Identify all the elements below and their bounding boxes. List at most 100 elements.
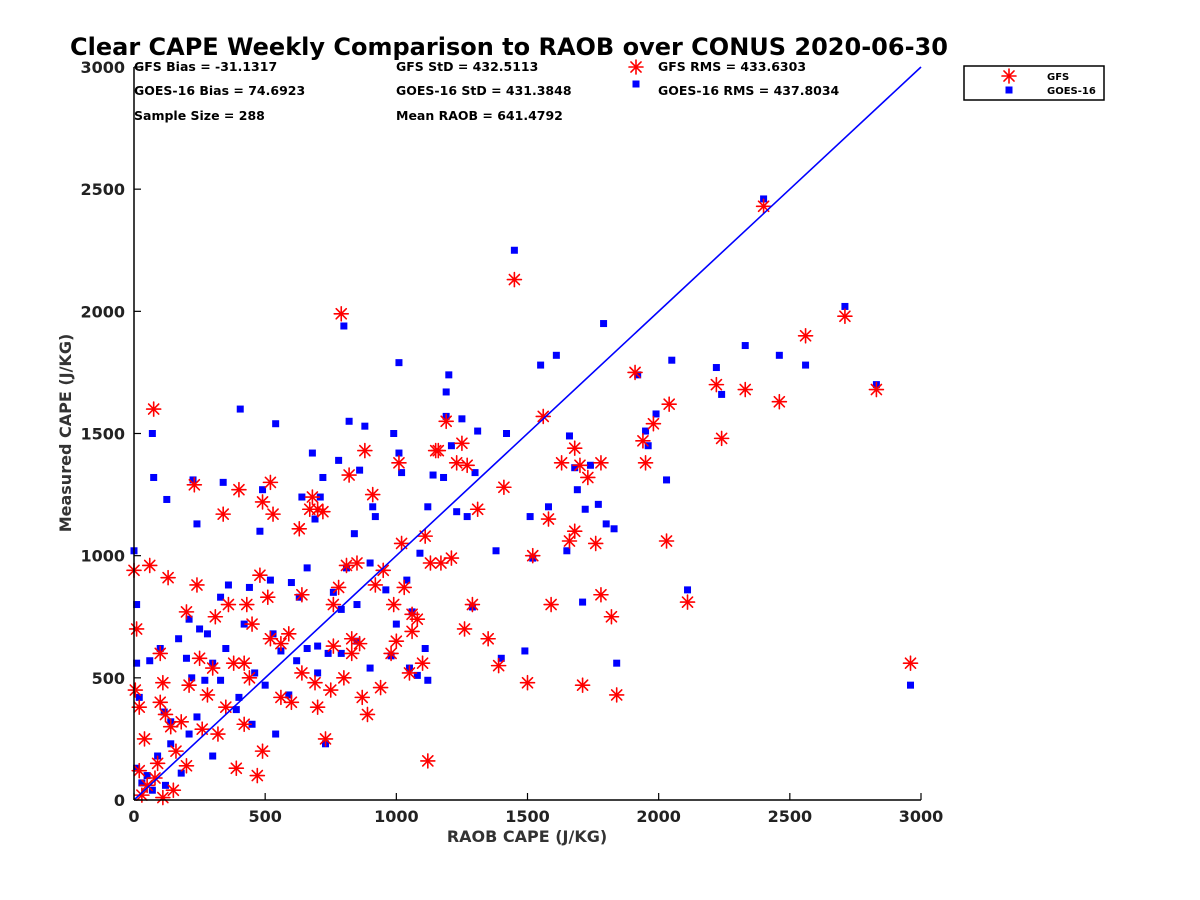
goes16-point bbox=[613, 659, 621, 667]
gfs-point bbox=[404, 623, 420, 640]
goes16-point bbox=[185, 730, 193, 738]
gfs-point bbox=[593, 455, 609, 471]
goes16-point bbox=[340, 322, 348, 330]
goes16-point bbox=[371, 513, 379, 521]
goes16-point bbox=[316, 493, 324, 501]
gfs-point bbox=[480, 630, 496, 647]
goes16-point bbox=[240, 620, 248, 628]
gfs-point bbox=[231, 481, 247, 498]
y-tick-label: 1500 bbox=[80, 425, 125, 444]
gfs-point bbox=[273, 635, 289, 652]
legend: GFS GOES-16 bbox=[963, 65, 1105, 101]
goes16-point bbox=[369, 503, 377, 511]
gfs-point bbox=[304, 489, 321, 505]
goes16-point bbox=[353, 601, 361, 609]
goes16-point bbox=[492, 547, 500, 555]
gfs-point bbox=[737, 381, 754, 398]
gfs-point bbox=[343, 630, 360, 647]
goes16-point bbox=[544, 503, 552, 511]
goes16-point bbox=[298, 493, 306, 501]
gfs-point bbox=[145, 401, 162, 417]
goes16-point bbox=[163, 495, 171, 503]
gfs-point bbox=[574, 677, 591, 693]
gfs-point bbox=[357, 442, 373, 459]
gfs-point bbox=[309, 699, 326, 715]
goes16-point bbox=[311, 515, 319, 523]
goes16-point bbox=[366, 664, 374, 672]
gfs-point bbox=[713, 430, 730, 447]
gfs-point bbox=[367, 577, 384, 593]
goes16-point bbox=[224, 581, 232, 589]
goes16-point bbox=[259, 486, 267, 494]
gfs-point bbox=[837, 308, 853, 325]
gfs-point bbox=[587, 535, 604, 552]
goes16-point bbox=[209, 752, 217, 760]
gfs-point bbox=[635, 433, 651, 449]
goes16-point bbox=[188, 674, 196, 682]
stat-text: GOES-16 Bias = 74.6923 bbox=[134, 83, 305, 98]
goes16-point bbox=[269, 630, 277, 638]
goes16-point bbox=[497, 654, 505, 662]
goes16-point bbox=[236, 405, 244, 413]
goes16-point bbox=[392, 620, 400, 628]
goes16-point bbox=[143, 772, 151, 780]
gfs-point bbox=[291, 520, 308, 537]
goes16-point bbox=[573, 486, 581, 494]
goes16-point bbox=[424, 676, 432, 684]
gfs-point bbox=[207, 608, 224, 625]
gfs-point bbox=[438, 413, 454, 430]
gfs-point bbox=[404, 606, 420, 623]
goes16-point bbox=[133, 601, 141, 609]
gfs-point bbox=[168, 743, 184, 759]
gfs-point bbox=[420, 753, 436, 769]
goes16-point bbox=[148, 430, 156, 437]
gfs-point bbox=[391, 455, 407, 471]
x-tick-label: 3000 bbox=[899, 807, 944, 826]
goes16-point bbox=[802, 361, 810, 369]
goes16-point bbox=[463, 513, 471, 521]
gfs-point bbox=[393, 535, 410, 552]
gfs-point bbox=[325, 638, 342, 654]
gfs-point bbox=[454, 435, 470, 452]
gfs-point bbox=[155, 674, 171, 691]
gfs-point bbox=[325, 596, 342, 613]
gfs-point bbox=[294, 586, 310, 603]
legend-gfs-marker bbox=[1001, 68, 1017, 84]
goes16-point bbox=[565, 432, 573, 440]
goes16-point bbox=[775, 351, 783, 359]
x-axis-label: RAOB CAPE (J/KG) bbox=[447, 827, 607, 846]
goes16-point bbox=[395, 359, 403, 367]
gfs-point bbox=[249, 767, 266, 784]
gfs-point bbox=[868, 381, 885, 398]
goes16-point bbox=[382, 586, 390, 594]
goes16-point bbox=[324, 649, 332, 657]
goes16-point bbox=[356, 466, 364, 474]
goes16-point bbox=[285, 691, 293, 699]
goes16-point bbox=[602, 520, 610, 528]
gfs-point bbox=[771, 393, 788, 410]
gfs-point bbox=[364, 486, 381, 503]
goes16-point bbox=[222, 645, 230, 653]
stat-gfs-marker bbox=[628, 59, 644, 75]
stats-block: GFS Bias = -31.1317 GFS StD = 432.5113 GFS… bbox=[134, 59, 840, 123]
gfs-point bbox=[236, 716, 252, 733]
goes16-point bbox=[552, 351, 560, 359]
goes16-point bbox=[366, 559, 374, 567]
goes16-point bbox=[413, 671, 421, 679]
gfs-point bbox=[301, 501, 318, 518]
stat-text: GOES-16 RMS = 437.8034 bbox=[658, 83, 840, 98]
gfs-point bbox=[354, 689, 371, 706]
gfs-point bbox=[645, 415, 662, 432]
stat-text: GFS StD = 432.5113 bbox=[396, 59, 538, 74]
gfs-point bbox=[178, 757, 195, 774]
gfs-point bbox=[572, 457, 588, 474]
gfs-point bbox=[194, 721, 211, 737]
legend-goes16-label: GOES-16 bbox=[1047, 86, 1096, 97]
gfs-point bbox=[322, 682, 339, 698]
goes16-point bbox=[571, 464, 579, 472]
goes16-point bbox=[453, 508, 461, 516]
goes16-point bbox=[287, 579, 295, 587]
goes16-point bbox=[146, 657, 154, 665]
